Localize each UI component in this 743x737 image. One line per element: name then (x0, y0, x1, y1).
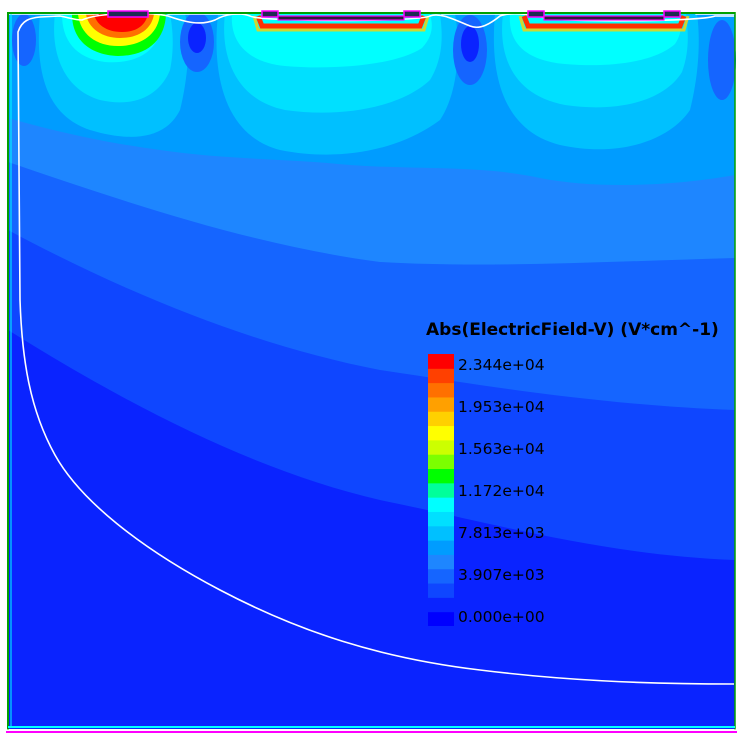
colorbar-level (428, 439, 454, 455)
colorbar-level (428, 468, 454, 484)
electrode-mid-b (403, 10, 421, 18)
colorbar-level (428, 540, 454, 555)
colorbar-level (428, 382, 454, 398)
low-field-pocket-2-core (461, 26, 479, 62)
hot-edge-mid-glow (252, 15, 430, 32)
colorbar-level (428, 525, 454, 541)
colorbar-level (428, 497, 454, 512)
legend-tick-0: 2.344e+04 (458, 356, 545, 374)
electrode-left (107, 10, 149, 18)
colorbar-level (428, 583, 454, 598)
colorbar-level (428, 554, 454, 570)
legend-tick-1: 1.953e+04 (458, 398, 545, 416)
colorbar-level (428, 611, 454, 626)
legend-tick-6: 0.000e+00 (458, 608, 545, 626)
low-field-pocket-3 (708, 20, 736, 100)
colorbar-level (428, 411, 454, 427)
electrode-mid-bar (277, 15, 405, 21)
colorbar-level (428, 368, 454, 384)
colorbar-level (428, 597, 454, 613)
electrode-mid-a (261, 10, 279, 18)
colorbar-level (428, 354, 454, 369)
colorbar-level (428, 482, 454, 498)
electrode-right-a (527, 10, 545, 18)
colorbar-level (428, 454, 454, 470)
colorbar-level (428, 511, 454, 527)
colorbar-level (428, 568, 454, 584)
surface-line (8, 7, 735, 15)
legend-tick-2: 1.563e+04 (458, 440, 545, 458)
hot-edge-mid (255, 15, 427, 29)
colorbar-level (428, 425, 454, 441)
depletion-boundary (17, 12, 735, 685)
colorbar-level (428, 396, 454, 412)
legend-title: Abs(ElectricField-V) (V*cm^-1) (426, 320, 719, 340)
colorbar (428, 354, 454, 626)
hot-edge-right (521, 15, 687, 29)
hot-spot-left-red (94, 14, 148, 32)
legend-tick-3: 1.172e+04 (458, 482, 545, 500)
top-contacts (8, 7, 735, 21)
legend-tick-5: 3.907e+03 (458, 566, 545, 584)
electrode-right-b (663, 10, 681, 18)
legend-tick-4: 7.813e+03 (458, 524, 545, 542)
electrode-right-bar (543, 15, 665, 21)
low-field-pocket-1-core (188, 23, 206, 53)
hot-edge-right-glow (518, 15, 690, 32)
